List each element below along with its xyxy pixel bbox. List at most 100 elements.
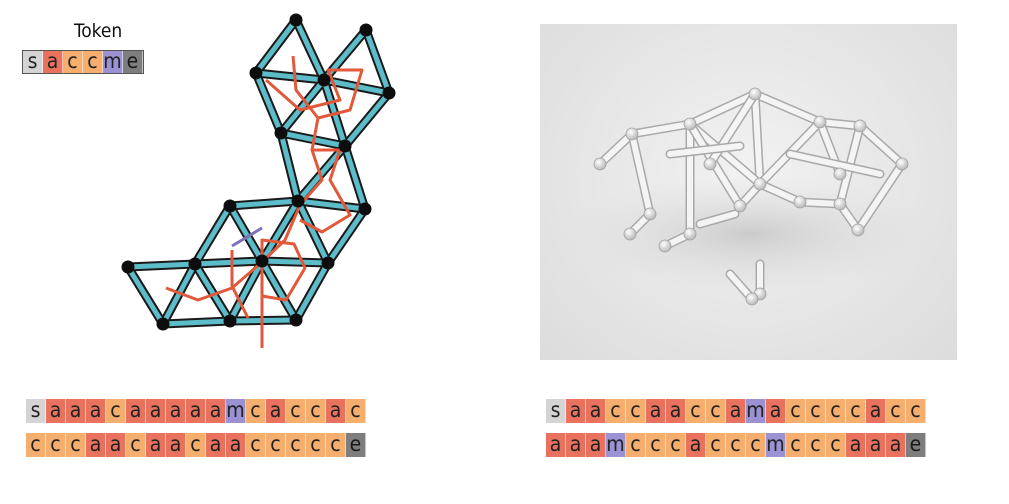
strut-KP [125,264,166,327]
node-O [321,256,335,270]
rendered-strut [629,131,653,217]
token-c: c [726,433,746,457]
token-a: a [566,399,586,423]
token-a: a [646,399,666,423]
token-c: c [326,433,346,457]
token-c: c [706,399,726,423]
token-c: c [806,399,826,423]
rendered-joint [833,197,847,211]
strut-IO [295,198,331,266]
strut-OR [293,260,331,323]
node-B [359,23,373,37]
token-a: a [846,433,866,457]
path-lower-branch [230,250,250,319]
token-c: c [666,433,686,457]
token-a: a [686,433,706,457]
token-c: c [786,433,806,457]
strut-PQ [160,318,233,327]
token-a: a [43,51,63,73]
rendered-strut [752,91,763,187]
token-c: c [786,399,806,423]
token-m: m [746,398,766,423]
node-K [121,260,135,274]
node-D [317,73,331,87]
rendered-joint [753,177,767,191]
node-I [291,194,305,208]
token-a: a [726,399,746,423]
token-m: m [103,49,123,73]
token-c: c [706,433,726,457]
node-L [188,257,202,271]
token-a: a [166,399,186,423]
token-a: a [326,399,346,423]
token-c: c [846,399,866,423]
rendered-joint [625,127,639,141]
token-a: a [766,399,786,423]
rendered-strut [629,121,693,137]
token-c: c [346,399,366,423]
token-c: c [26,433,46,457]
strut-BE [363,27,392,96]
token-s: s [23,51,43,73]
token-a: a [886,433,906,457]
rendered-joints [593,87,909,306]
path-right-branch [260,238,307,302]
rendered-structure-drawing [560,87,940,306]
token-a: a [586,399,606,423]
rendered-joint [658,239,672,253]
strut-CF [253,70,284,136]
rendered-strut [687,91,758,127]
path-special-segment [231,226,263,248]
token-s: s [546,399,566,423]
node-C [249,66,263,80]
strut-EG [342,90,392,149]
token-c: c [686,399,706,423]
token-c: c [266,433,286,457]
rendered-joint [593,157,607,171]
rendered-joint [745,292,759,306]
rendered-joint [748,87,762,101]
token-c: c [826,399,846,423]
strut-IJ [295,198,368,212]
token-c: c [186,433,206,457]
token-a: a [226,433,246,457]
token-a: a [266,399,286,423]
token-a: a [186,399,206,423]
strut-MQ [227,258,265,324]
rendered-strut [597,131,635,167]
token-c: c [246,433,266,457]
rendered-joint [733,199,747,213]
token-a: a [86,433,106,457]
token-a: a [666,399,686,423]
token-a: a [46,399,66,423]
token-a: a [866,433,886,457]
token-c: c [306,433,326,457]
node-P [156,317,170,331]
legend-title: Token [74,20,123,42]
token-c: c [126,433,146,457]
token-c: c [63,51,83,73]
token-m: m [766,432,786,457]
token-s: s [26,399,46,423]
path-mid-branch [299,148,352,234]
strut-MR [259,258,299,323]
token-c: c [886,399,906,423]
token-a: a [546,433,566,457]
node-R [289,313,303,327]
token-c: c [66,433,86,457]
token-c: c [106,399,126,423]
rendered-joint [833,167,847,181]
token-a: a [206,399,226,423]
token-a: a [146,399,166,423]
strut-IM [259,198,301,264]
rendered-strut [687,121,763,187]
node-F [274,126,288,140]
rendered-joint [623,227,637,241]
rendered-joint [851,223,865,237]
strut-CD [253,70,327,83]
token-m: m [606,432,626,457]
strut-HM [227,203,265,264]
